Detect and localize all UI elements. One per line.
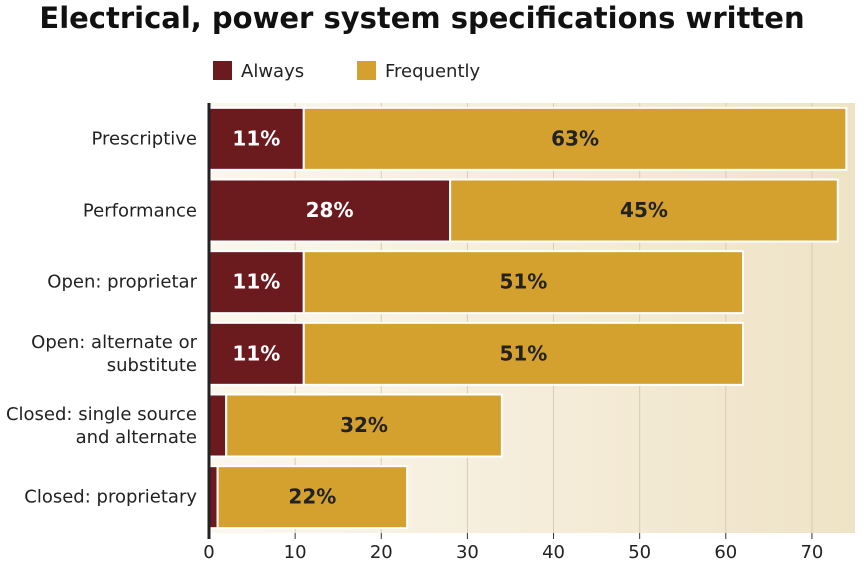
bar-segment [449,178,839,243]
y-tick-label: Performance [82,200,197,221]
bar-segment [225,393,503,458]
x-tick-label: 60 [714,542,737,563]
data-label: 11% [232,270,280,294]
legend-swatch [357,61,376,80]
y-tick-label: Open: alternate or substitute [31,331,197,376]
bar-segment [302,321,745,386]
bar-segment [208,393,228,458]
bar-segment [302,106,848,171]
legend-label: Frequently [385,61,480,82]
x-tick-label: 30 [456,542,479,563]
legend-label: Always [241,61,304,82]
y-tick-label: Closed: single source and alternate [5,403,197,448]
x-tick-label: 40 [542,542,565,563]
plot-background [209,103,855,533]
bar-segment [208,321,305,386]
data-label: 11% [232,126,280,150]
y-tick-label: Open: proprietar [47,271,197,293]
data-label: 32% [340,413,388,437]
data-label: 51% [499,270,547,294]
bar-segment [216,465,409,530]
data-label: 63% [551,126,599,150]
data-label: 45% [620,198,668,222]
data-label: 22% [288,485,336,509]
bar-segment [208,106,305,171]
x-tick-label: 50 [628,542,651,563]
y-tick-label: Prescriptive [91,128,197,150]
bar-segment [302,250,745,315]
legend-swatch [213,61,232,80]
x-tick-label: 10 [284,542,307,563]
x-tick-label: 20 [370,542,393,563]
chart-title: Electrical, power system specifications … [39,1,804,35]
x-tick-label: 70 [800,542,823,563]
y-tick-label: Closed: proprietary [24,486,197,508]
x-tick-label: 0 [203,542,214,563]
data-label: 11% [232,341,280,365]
data-label: 28% [306,198,354,222]
data-label: 51% [499,341,547,365]
